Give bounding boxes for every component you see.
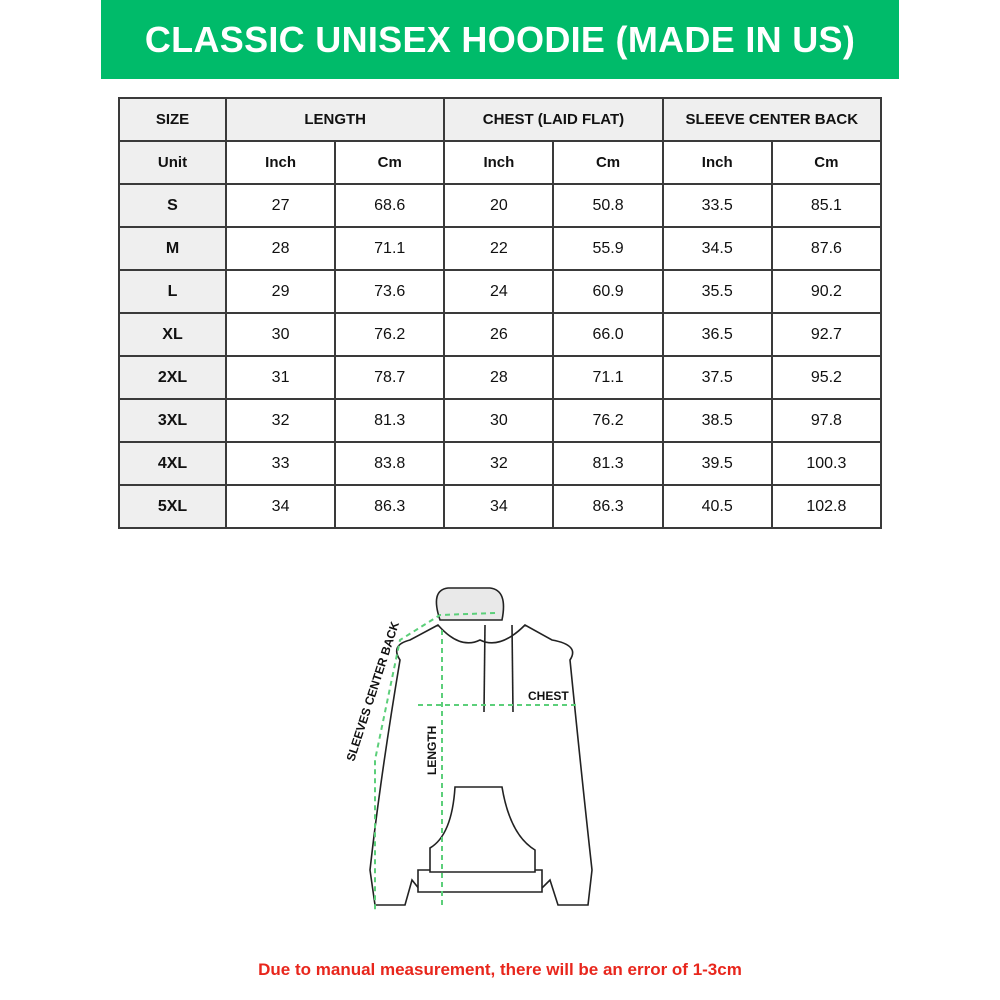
unit-cell: Cm [770,140,883,185]
value-cell: 66.0 [552,312,664,357]
unit-cell: Inch [661,140,773,185]
unit-header-row: Unit Inch Cm Inch Cm Inch Cm [118,140,883,185]
value-cell: 20 [443,183,555,228]
value-cell: 40.5 [661,484,773,529]
value-cell: 71.1 [334,226,446,271]
value-cell: 34.5 [661,226,773,271]
value-cell: 33.5 [661,183,773,228]
measure-lines [374,612,577,910]
value-cell: 95.2 [770,355,883,400]
size-cell: XL [118,312,227,357]
size-cell: 2XL [118,355,227,400]
page-title: CLASSIC UNISEX HOODIE (MADE IN US) [144,18,856,60]
value-cell: 33 [224,441,337,486]
table-row: 5XL 34 86.3 34 86.3 40.5 102.8 [118,484,883,529]
value-cell: 100.3 [770,441,883,486]
header-unit: Unit [118,140,227,185]
value-cell: 22 [443,226,555,271]
value-cell: 55.9 [552,226,664,271]
value-cell: 34 [443,484,555,529]
chest-label: CHEST [528,689,569,703]
table-row: 2XL 31 78.7 28 71.1 37.5 95.2 [118,355,883,400]
value-cell: 76.2 [334,312,446,357]
value-cell: 30 [443,398,555,443]
title-banner: CLASSIC UNISEX HOODIE (MADE IN US) [101,0,899,79]
value-cell: 68.6 [334,183,446,228]
size-cell: S [118,183,227,228]
table-row: 3XL 32 81.3 30 76.2 38.5 97.8 [118,398,883,443]
value-cell: 71.1 [552,355,664,400]
table-row: XL 30 76.2 26 66.0 36.5 92.7 [118,312,883,357]
value-cell: 78.7 [334,355,446,400]
value-cell: 36.5 [661,312,773,357]
size-cell: 5XL [118,484,227,529]
value-cell: 27 [224,183,337,228]
value-cell: 86.3 [552,484,664,529]
size-cell: L [118,269,227,314]
value-cell: 32 [224,398,337,443]
size-cell: 3XL [118,398,227,443]
value-cell: 92.7 [770,312,883,357]
value-cell: 28 [443,355,555,400]
value-cell: 24 [443,269,555,314]
value-cell: 90.2 [770,269,883,314]
value-cell: 31 [224,355,337,400]
value-cell: 50.8 [552,183,664,228]
value-cell: 102.8 [770,484,883,529]
value-cell: 30 [224,312,337,357]
table-row: L 29 73.6 24 60.9 35.5 90.2 [118,269,883,314]
size-cell: 4XL [118,441,227,486]
value-cell: 39.5 [661,441,773,486]
hoodie-outline [369,587,593,906]
value-cell: 85.1 [770,183,883,228]
group-header-row: SIZE LENGTH CHEST (LAID FLAT) SLEEVE CEN… [118,97,883,142]
length-label: LENGTH [425,726,439,775]
header-size: SIZE [118,97,227,142]
value-cell: 81.3 [334,398,446,443]
value-cell: 28 [224,226,337,271]
value-cell: 32 [443,441,555,486]
value-cell: 81.3 [552,441,664,486]
value-cell: 83.8 [334,441,446,486]
value-cell: 86.3 [334,484,446,529]
value-cell: 37.5 [661,355,773,400]
value-cell: 35.5 [661,269,773,314]
header-sleeve: SLEEVE CENTER BACK [661,97,883,142]
size-cell: M [118,226,227,271]
value-cell: 29 [224,269,337,314]
value-cell: 34 [224,484,337,529]
value-cell: 97.8 [770,398,883,443]
table-row: 4XL 33 83.8 32 81.3 39.5 100.3 [118,441,883,486]
table-row: M 28 71.1 22 55.9 34.5 87.6 [118,226,883,271]
hoodie-diagram: CHEST LENGTH SLEEVES CENTER BACK [344,587,593,910]
header-chest: CHEST (LAID FLAT) [443,97,664,142]
table-row: S 27 68.6 20 50.8 33.5 85.1 [118,183,883,228]
unit-cell: Cm [334,140,446,185]
value-cell: 26 [443,312,555,357]
unit-cell: Inch [443,140,555,185]
value-cell: 60.9 [552,269,664,314]
value-cell: 76.2 [552,398,664,443]
value-cell: 87.6 [770,226,883,271]
header-length: LENGTH [224,97,446,142]
measurement-note: Due to manual measurement, there will be… [258,960,742,979]
value-cell: 38.5 [661,398,773,443]
unit-cell: Cm [552,140,664,185]
size-chart-table: SIZE LENGTH CHEST (LAID FLAT) SLEEVE CEN… [118,97,883,529]
unit-cell: Inch [224,140,337,185]
value-cell: 73.6 [334,269,446,314]
